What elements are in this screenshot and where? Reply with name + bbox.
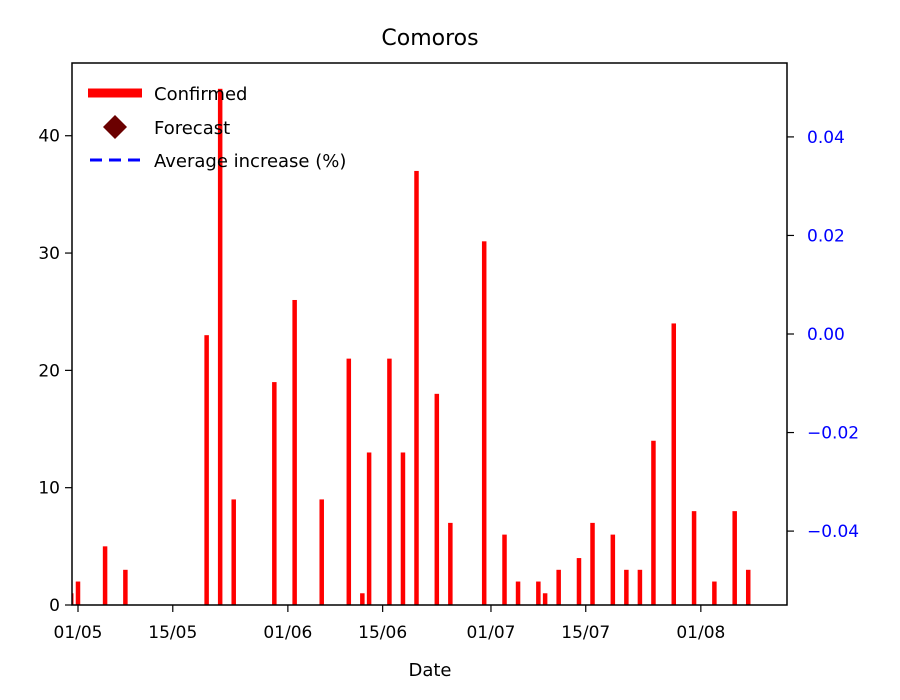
bar [102,546,108,605]
bar [651,440,656,605]
bar [732,511,737,605]
bar [712,581,717,605]
x-tick-label: 15/05 [148,623,197,643]
bar [292,299,297,605]
bar [434,393,440,605]
bar [217,88,223,606]
ticks-group: 01/05 15/05 01/06 15/06 01/07 15/07 01/08 0 10 20… [38,127,859,643]
y2-tick-label: 0.04 [807,128,845,148]
bar [542,593,548,605]
bar [745,569,751,605]
bar [366,452,372,605]
legend-forecast-marker [103,115,127,139]
bar [400,452,406,605]
plot-frame [71,62,788,606]
y-tick-label: 0 [49,596,60,616]
x-axis-label: Date [408,660,451,681]
bar [448,522,453,605]
legend-confirmed-label: Confirmed [154,84,247,105]
bar [536,581,541,605]
bar [691,511,697,605]
legend-average-label: Average increase (%) [154,151,346,172]
x-tick-label: 01/07 [466,623,515,643]
bar [624,569,629,605]
bar [481,241,487,605]
bar [590,522,595,605]
y-tick-label: 30 [38,244,60,264]
bar [515,581,521,605]
bar [387,358,392,605]
bar [319,499,324,605]
bar [637,569,643,605]
x-tick-label: 01/05 [54,623,103,643]
bar [414,170,419,606]
bar [75,581,81,605]
bar [346,358,352,605]
legend: Confirmed Forecast Average increase (%) [88,84,346,172]
y-tick-label: 10 [38,479,60,499]
y2-tick-label: 0.00 [807,325,845,345]
y-tick-label: 20 [38,361,60,381]
x-tick-label: 01/06 [263,623,312,643]
y2-tick-label: −0.02 [807,424,859,444]
bars-group [72,88,751,606]
bar [502,534,507,605]
x-tick-label: 15/07 [561,623,610,643]
y2-tick-label: −0.04 [807,522,859,542]
bar [556,569,561,605]
bar [272,382,277,605]
chart-title: Comoros [381,26,478,51]
x-tick-label: 15/06 [358,623,407,643]
bar [671,323,677,605]
bar [123,569,128,605]
y-tick-label: 40 [38,127,60,147]
legend-forecast-label: Forecast [154,118,230,139]
bar [610,534,616,605]
y2-tick-label: 0.02 [807,226,845,246]
bar [576,558,582,605]
bar [231,499,236,605]
bar [204,335,209,605]
bar [360,593,365,605]
bar [72,593,74,605]
x-tick-label: 01/08 [676,623,725,643]
